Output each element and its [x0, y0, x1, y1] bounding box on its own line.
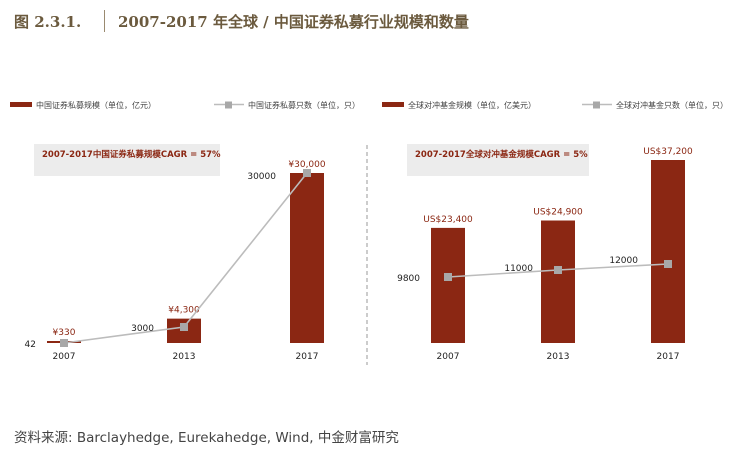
line-value-label: 12000 — [609, 256, 638, 266]
bar-value-label: ¥30,000 — [288, 160, 325, 170]
line-series — [63, 172, 308, 344]
line-marker — [664, 260, 672, 268]
line-value-label: 42 — [25, 340, 36, 350]
bar-value-label: US$37,200 — [643, 147, 693, 157]
bar — [290, 173, 324, 343]
legend-label-bar: 全球对冲基金规模（单位，亿美元） — [408, 100, 536, 110]
bar-value-label: ¥330 — [53, 328, 76, 338]
header-divider — [104, 10, 105, 32]
line-value-label: 9800 — [397, 274, 420, 284]
x-tick-label: 2013 — [173, 352, 196, 362]
source-note: 资料来源: Barclayhedge, Eurekahedge, Wind, 中… — [14, 430, 399, 446]
cagr-annotation: 2007-2017全球对冲基金规模CAGR = 5% — [415, 149, 588, 160]
figure-header: 图 2.3.1. 2007-2017 年全球 / 中国证券私募行业规模和数量 — [0, 0, 731, 44]
legend-marker — [225, 101, 232, 109]
line-marker — [180, 323, 188, 331]
cagr-annotation: 2007-2017中国证券私募规模CAGR = 57% — [42, 149, 221, 160]
bar — [651, 160, 685, 343]
line-marker — [60, 339, 68, 347]
figure-title: 2007-2017 年全球 / 中国证券私募行业规模和数量 — [118, 13, 469, 31]
bar — [541, 220, 575, 343]
bar-value-label: ¥4,300 — [168, 306, 200, 316]
bar-value-label: US$24,900 — [533, 208, 583, 218]
x-tick-label: 2017 — [296, 352, 319, 362]
x-tick-label: 2007 — [53, 352, 76, 362]
legend-swatch-bar — [382, 102, 404, 107]
line-marker — [554, 266, 562, 274]
x-tick-label: 2013 — [547, 352, 570, 362]
x-tick-label: 2007 — [437, 352, 460, 362]
line-value-label: 30000 — [247, 172, 276, 182]
line-marker — [303, 169, 311, 177]
cagr-box — [407, 144, 589, 176]
line-value-label: 3000 — [131, 324, 154, 334]
bar-value-label: US$23,400 — [423, 215, 473, 225]
legend-label-line: 中国证券私募只数（单位，只） — [248, 100, 360, 110]
chart-area: 中国证券私募规模（单位，亿元） 中国证券私募只数（单位，只） 2007-2017中国… — [10, 100, 728, 365]
legend-swatch-bar — [10, 102, 32, 107]
legend-label-line: 全球对冲基金只数（单位，只） — [616, 100, 728, 110]
line-value-label: 11000 — [504, 264, 533, 274]
legend-marker — [593, 101, 600, 109]
line-marker — [444, 273, 452, 281]
figure-label: 图 2.3.1. — [14, 13, 82, 31]
x-tick-label: 2017 — [657, 352, 680, 362]
bar — [431, 227, 465, 343]
cagr-box — [34, 144, 220, 176]
legend-label-bar: 中国证券私募规模（单位，亿元） — [36, 100, 156, 110]
